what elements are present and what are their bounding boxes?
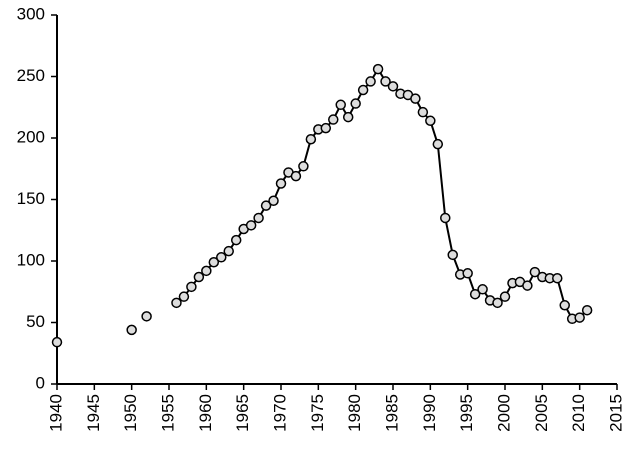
marker [126,324,137,336]
marker [298,161,309,172]
marker [365,76,376,87]
marker [387,81,399,92]
marker [141,311,152,322]
marker [425,115,436,127]
marker [208,256,220,268]
x-tick-label: 1960 [196,394,215,432]
x-tick-label: 1985 [382,394,401,432]
marker [171,297,182,309]
x-tick-label: 1990 [420,394,439,432]
marker [574,312,585,323]
marker [552,272,563,284]
marker [559,300,570,311]
marker [372,63,384,75]
x-tick-label: 1940 [46,394,65,432]
marker [410,93,421,104]
marker [432,138,444,150]
x-tick-label: 2005 [532,394,551,432]
marker [469,288,481,300]
marker [253,212,264,224]
marker [380,76,391,87]
x-tick-label: 1945 [84,394,103,432]
marker [320,122,332,134]
marker [581,304,593,316]
marker [529,266,541,278]
marker [522,280,533,291]
marker [462,268,473,279]
marker [417,106,429,118]
x-tick-label: 1995 [457,394,476,432]
y-tick-label: 250 [17,66,45,85]
marker [268,195,279,206]
marker [357,84,369,96]
marker [275,178,287,189]
marker [440,212,451,224]
y-tick-label: 150 [17,189,45,208]
marker [230,234,242,246]
x-tick-label: 1965 [233,394,252,432]
marker [328,114,339,125]
x-tick-label: 2015 [606,394,625,432]
y-tick-label: 0 [36,373,45,392]
marker [447,249,458,261]
x-tick-label: 2010 [569,394,588,432]
marker [499,291,511,302]
marker [492,297,503,309]
marker [305,133,317,145]
marker [260,200,272,211]
marker [193,271,205,283]
x-tick-label: 1950 [121,394,140,432]
marker [201,265,212,277]
marker [223,245,234,257]
y-tick-label: 300 [17,4,45,23]
marker [335,99,346,111]
x-tick-label: 1980 [345,394,364,432]
marker [350,98,361,109]
x-tick-label: 1955 [158,394,177,432]
x-tick-label: 1970 [270,394,289,432]
y-tick-label: 100 [17,250,45,269]
marker [477,284,488,295]
marker [342,111,354,123]
marker [178,291,190,302]
marker [290,170,302,182]
marker [186,281,197,293]
marker [245,220,257,231]
y-tick-label: 200 [17,127,45,146]
marker [216,252,227,263]
x-tick-label: 1975 [308,394,327,432]
x-tick-label: 2000 [494,394,513,432]
marker [51,336,63,348]
y-tick-label: 50 [26,312,45,331]
